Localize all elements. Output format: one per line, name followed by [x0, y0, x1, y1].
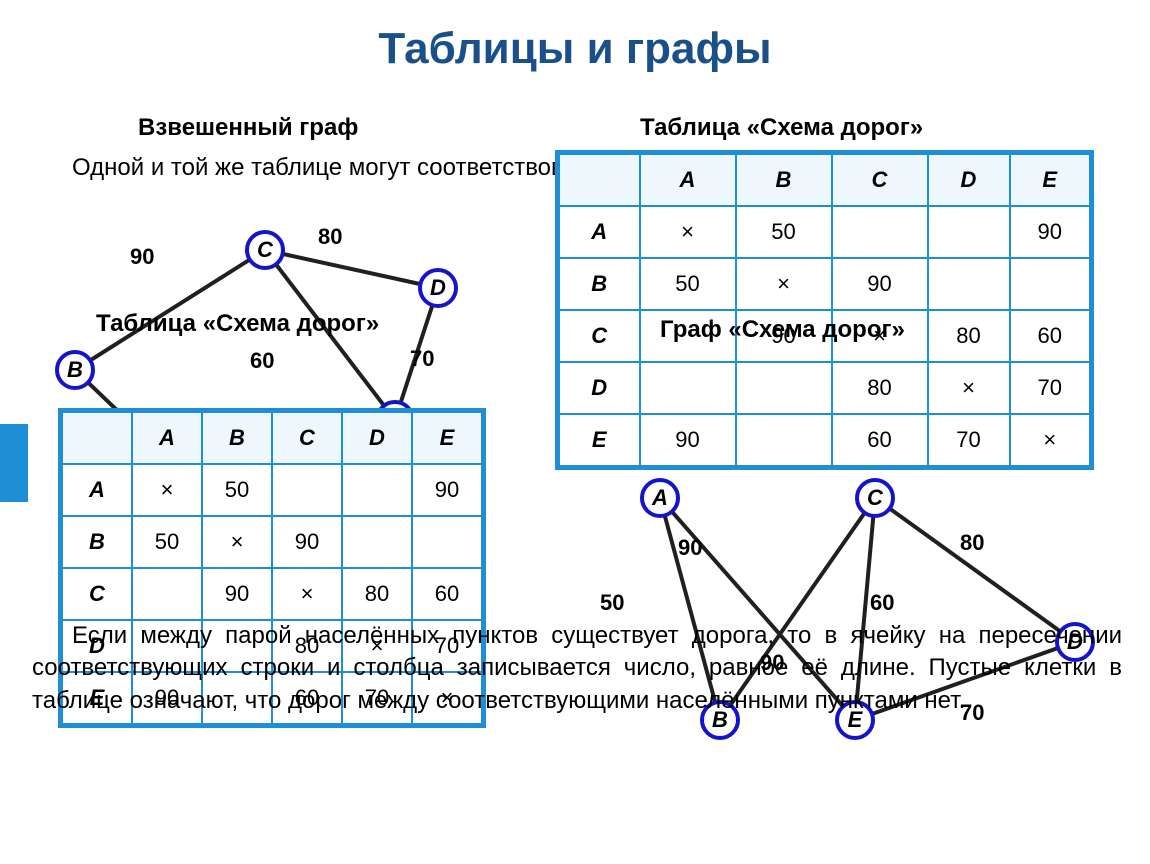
- edge-weight: 50: [600, 590, 624, 616]
- edge-weight: 90: [678, 535, 702, 561]
- edge-weight: 60: [870, 590, 894, 616]
- paragraph-explain: Если между парой населённых пунктов суще…: [32, 620, 1122, 717]
- graph-node: A: [640, 478, 680, 518]
- edge-weight: 80: [960, 530, 984, 556]
- graph-node: C: [855, 478, 895, 518]
